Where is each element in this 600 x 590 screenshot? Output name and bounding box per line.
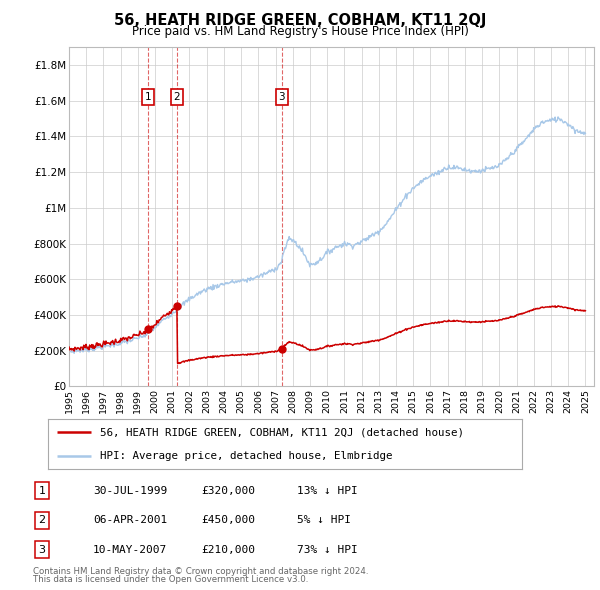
Text: 3: 3 [38,545,46,555]
Text: 1: 1 [145,92,151,102]
Text: Contains HM Land Registry data © Crown copyright and database right 2024.: Contains HM Land Registry data © Crown c… [33,567,368,576]
Text: 56, HEATH RIDGE GREEN, COBHAM, KT11 2QJ (detached house): 56, HEATH RIDGE GREEN, COBHAM, KT11 2QJ … [100,427,464,437]
Text: £450,000: £450,000 [201,516,255,525]
Text: 5% ↓ HPI: 5% ↓ HPI [297,516,351,525]
Text: 30-JUL-1999: 30-JUL-1999 [93,486,167,496]
Text: This data is licensed under the Open Government Licence v3.0.: This data is licensed under the Open Gov… [33,575,308,584]
Text: 10-MAY-2007: 10-MAY-2007 [93,545,167,555]
Text: 3: 3 [278,92,285,102]
Text: 13% ↓ HPI: 13% ↓ HPI [297,486,358,496]
Text: HPI: Average price, detached house, Elmbridge: HPI: Average price, detached house, Elmb… [100,451,392,461]
Text: 73% ↓ HPI: 73% ↓ HPI [297,545,358,555]
Text: 2: 2 [38,516,46,525]
Text: £320,000: £320,000 [201,486,255,496]
Text: 06-APR-2001: 06-APR-2001 [93,516,167,525]
Text: £210,000: £210,000 [201,545,255,555]
Text: Price paid vs. HM Land Registry's House Price Index (HPI): Price paid vs. HM Land Registry's House … [131,25,469,38]
Text: 2: 2 [173,92,180,102]
Text: 1: 1 [38,486,46,496]
Text: 56, HEATH RIDGE GREEN, COBHAM, KT11 2QJ: 56, HEATH RIDGE GREEN, COBHAM, KT11 2QJ [114,13,486,28]
